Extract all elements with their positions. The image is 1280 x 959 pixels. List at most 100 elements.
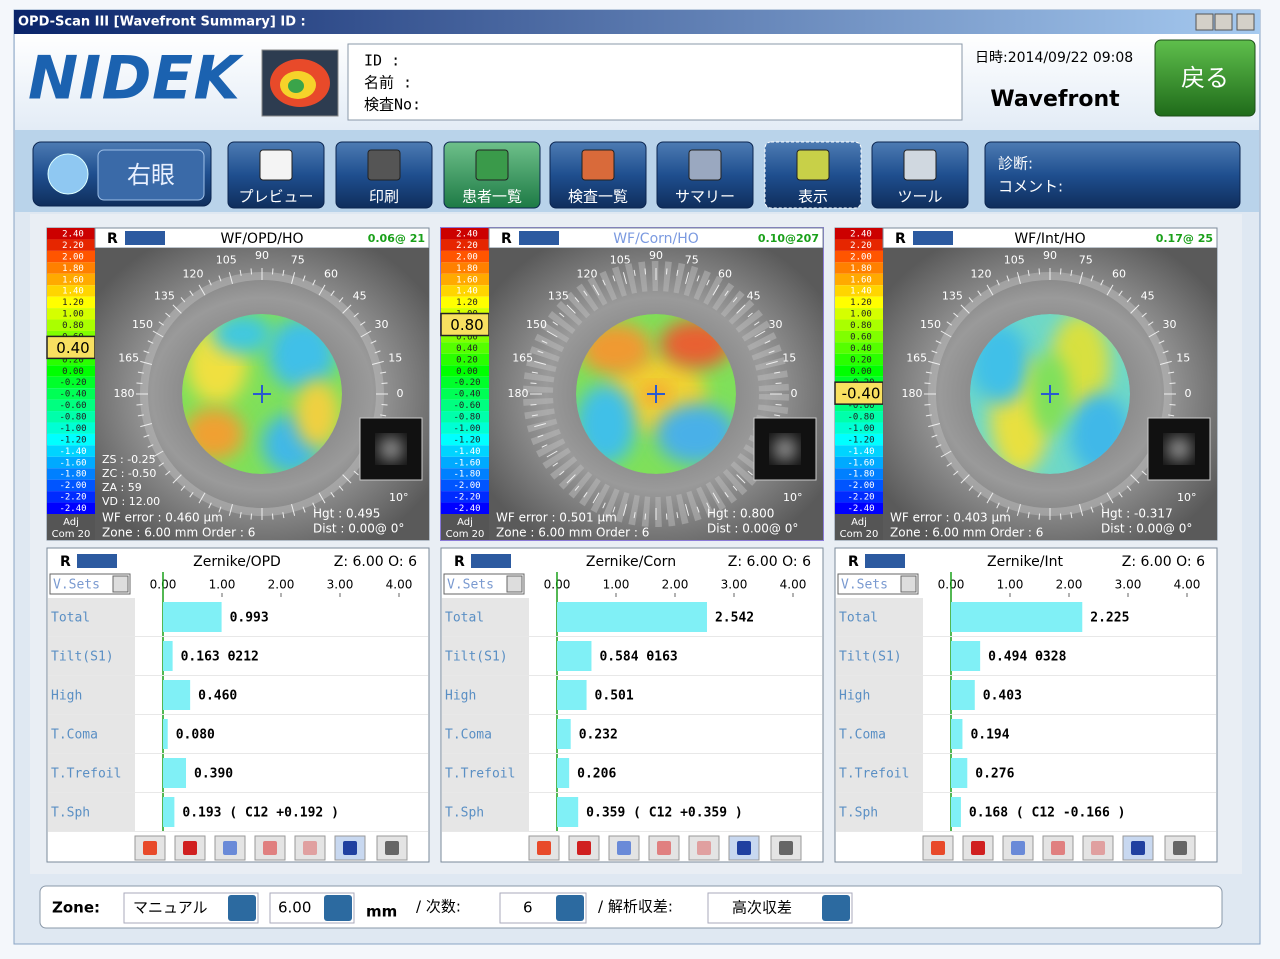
scale-label: -2.40 (847, 504, 874, 514)
toolbar-button-label[interactable]: サマリー (675, 188, 735, 206)
patient-id: ID : (364, 52, 400, 70)
scale-label: 2.00 (850, 252, 872, 262)
angle-tick (633, 512, 636, 519)
zoom-button[interactable] (77, 554, 117, 568)
axis-tick-label: 3.00 (721, 578, 748, 592)
angle-tick (754, 321, 760, 326)
angle-tick (559, 470, 565, 476)
scale-cell (835, 250, 883, 263)
toolbar-button-label[interactable]: ツール (897, 188, 942, 206)
scale-label: -1.40 (847, 447, 874, 457)
zoom-button[interactable] (913, 231, 953, 245)
vsets-label[interactable]: V.Sets (53, 578, 100, 593)
row-value-label: 0.494 θ328 (988, 650, 1066, 665)
scale-cell (835, 273, 883, 286)
vsets-select[interactable] (49, 573, 131, 595)
tool-icon (385, 841, 399, 855)
angle-tick (330, 492, 335, 498)
scale-label: -0.60 (59, 401, 86, 411)
toolbar-button-label[interactable]: 患者一覧 (462, 188, 522, 206)
angle-tick (282, 269, 285, 276)
angle-tick (724, 492, 729, 498)
scale-label: -1.20 (453, 435, 480, 445)
angle-tick (928, 360, 941, 365)
zoom-button[interactable] (125, 231, 165, 245)
scale-cell (47, 376, 95, 389)
angle-tick (152, 330, 164, 338)
row-name-cell (836, 676, 923, 714)
angle-tick (534, 423, 547, 428)
angle-tick (960, 474, 970, 484)
back-button[interactable] (1154, 39, 1256, 117)
angle-tick (239, 512, 242, 519)
scale-cell (441, 353, 489, 366)
vsets-select[interactable] (837, 573, 919, 595)
zoom-button[interactable] (519, 231, 559, 245)
angle-tick (158, 321, 164, 326)
scale-cell (47, 422, 95, 434)
zoom-button[interactable] (471, 554, 511, 568)
combo-arrow[interactable] (556, 895, 584, 921)
vsets-arrow[interactable] (506, 575, 523, 593)
angle-tick (774, 371, 781, 374)
close-button[interactable] (1236, 13, 1255, 31)
vsets-label[interactable]: V.Sets (447, 578, 494, 593)
tool-button[interactable] (648, 835, 680, 861)
row-name: Tilt(S1) (445, 650, 508, 665)
vsets-label[interactable]: V.Sets (841, 578, 888, 593)
map-stat: ZC : -0.50 (102, 467, 156, 480)
vsets-select[interactable] (443, 573, 525, 595)
angle-tick (1090, 275, 1094, 282)
angle-tick (1006, 275, 1010, 282)
map-region (295, 380, 339, 448)
combo-arrow[interactable] (822, 895, 850, 921)
scale-cell (47, 411, 95, 423)
row-name: T.Trefoil (839, 767, 909, 782)
scale-cell (835, 319, 883, 331)
angle-tick (318, 284, 326, 296)
angle-tick (1126, 485, 1132, 491)
angle-tick (644, 513, 647, 520)
combo-arrow[interactable] (228, 895, 256, 921)
combo-value[interactable]: 6.00 (278, 899, 311, 917)
zoom-button[interactable] (865, 554, 905, 568)
toolbar-button-label[interactable]: プレビュー (238, 188, 313, 206)
angle-tick (208, 279, 212, 286)
scale-cell (47, 479, 95, 492)
combo-value[interactable]: 6 (523, 899, 533, 917)
scale-cell (47, 296, 95, 309)
angle-tick (165, 470, 171, 476)
scale-label: 0.40 (850, 344, 872, 354)
toolbar-button-label[interactable]: 検査一覧 (568, 188, 628, 206)
angle-tick (706, 502, 710, 509)
angle-tick (530, 382, 537, 385)
angle-tick (218, 506, 222, 513)
angle-tick (531, 414, 538, 417)
maximize-button[interactable] (1214, 13, 1233, 31)
scale-label: -1.20 (847, 435, 874, 445)
angle-tick (541, 340, 548, 344)
scale-label: -0.60 (453, 401, 480, 411)
back-button-label[interactable]: 戻る (1181, 64, 1229, 92)
exam-datetime: 日時:2014/09/22 09:08 (975, 50, 1133, 66)
toolbar-icon (259, 149, 293, 181)
combo-arrow[interactable] (324, 895, 352, 921)
angle-tick (312, 502, 316, 509)
scale-marker-label: 0.40 (56, 339, 89, 357)
toolbar-button-label[interactable]: 印刷 (369, 188, 399, 206)
eye-label[interactable]: 右眼 (127, 161, 175, 189)
row-name: T.Sph (445, 806, 484, 821)
tool-icon (1091, 841, 1105, 855)
tool-icon (657, 841, 671, 855)
zernike-bar (951, 602, 1083, 632)
toolbar-button-label[interactable]: 表示 (798, 188, 828, 206)
vsets-arrow[interactable] (112, 575, 129, 593)
scale-cell (47, 388, 95, 400)
vsets-arrow[interactable] (900, 575, 917, 593)
scale-label: -1.80 (453, 470, 480, 480)
minimize-button[interactable] (1195, 13, 1214, 31)
axis-tick-label: 3.00 (1115, 578, 1142, 592)
combo-value[interactable]: 高次収差 (732, 899, 792, 917)
combo-value[interactable]: マニュアル (133, 899, 208, 917)
